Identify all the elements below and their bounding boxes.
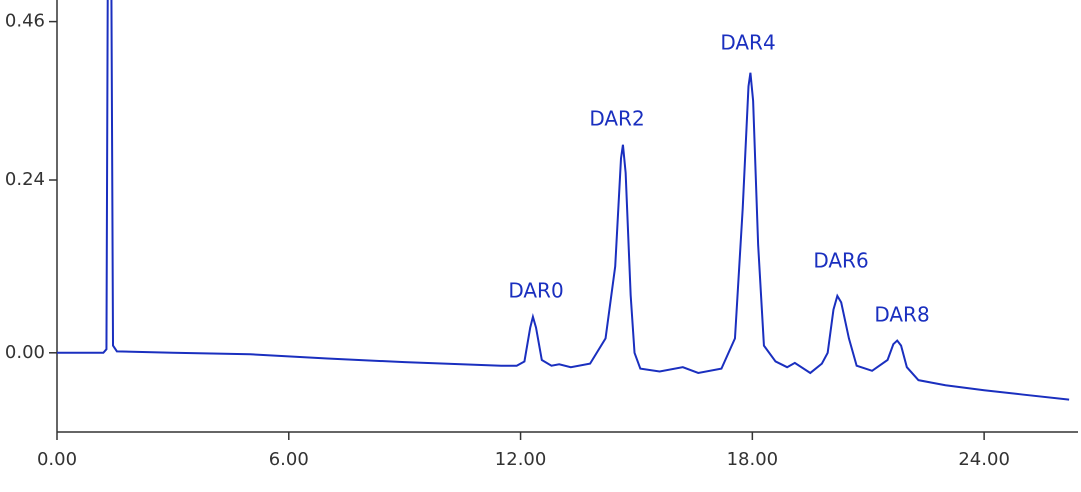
x-tick-label: 18.00 — [727, 449, 779, 470]
y-tick-label: 0.00 — [5, 342, 45, 363]
x-tick-label: 12.00 — [495, 449, 547, 470]
peak-label: DAR4 — [720, 31, 775, 55]
x-tick-label: 24.00 — [958, 449, 1010, 470]
peak-label: DAR2 — [589, 107, 644, 131]
y-tick-label: 0.46 — [5, 11, 45, 32]
x-tick-label: 0.00 — [37, 449, 77, 470]
peak-label: DAR6 — [813, 249, 868, 273]
peak-label: DAR0 — [508, 279, 563, 303]
plot-area — [57, 0, 1070, 401]
trace — [57, 0, 1070, 401]
peak-label: DAR8 — [874, 303, 929, 327]
y-tick-label: 0.24 — [5, 169, 45, 190]
x-tick-label: 6.00 — [269, 449, 309, 470]
